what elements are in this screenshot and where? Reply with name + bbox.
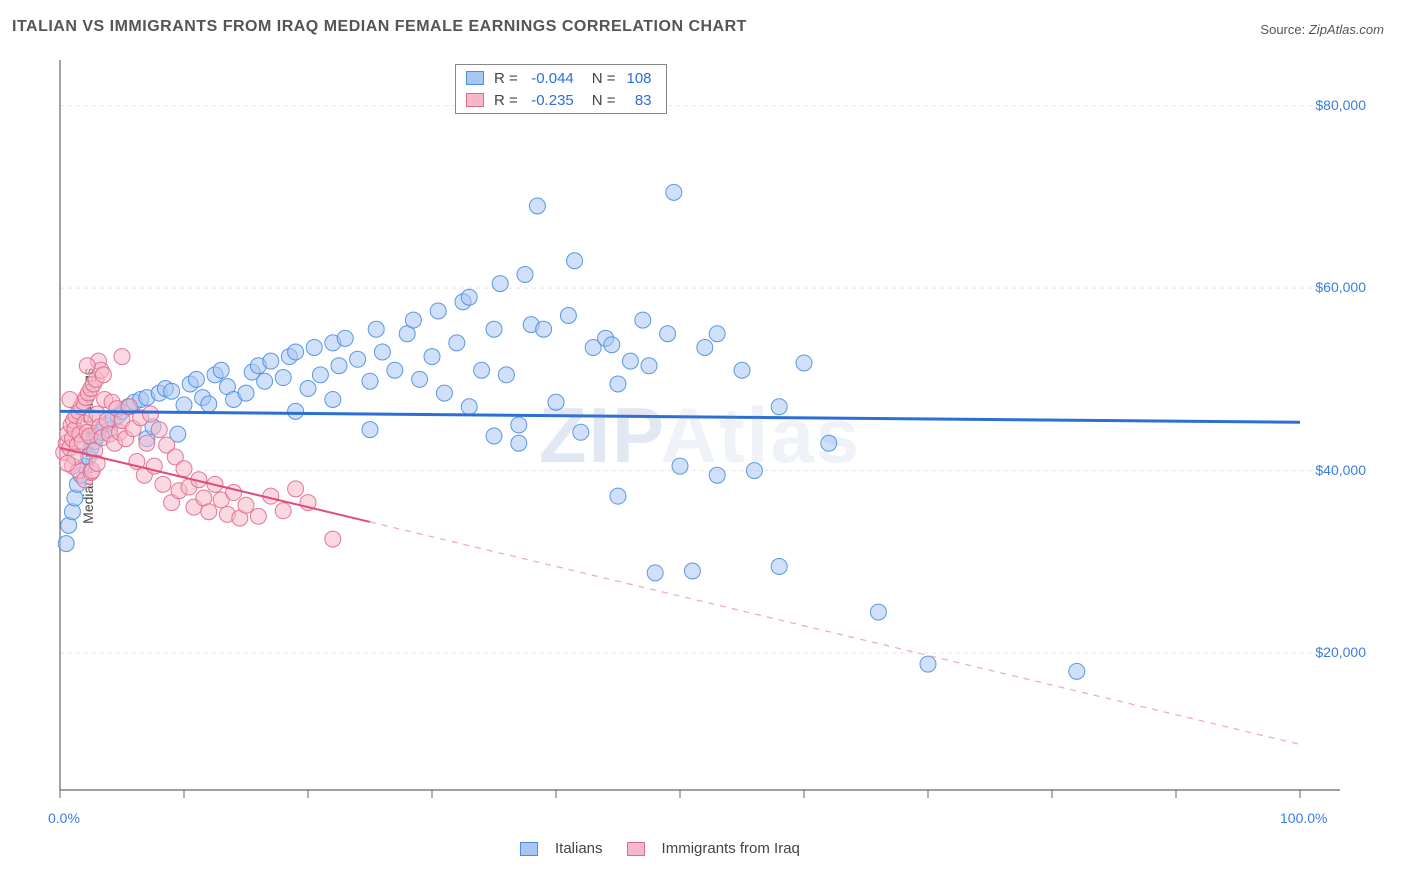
chart-container: ITALIAN VS IMMIGRANTS FROM IRAQ MEDIAN F… <box>0 0 1406 892</box>
stats-n-value-0: 108 <box>616 70 656 87</box>
source-citation: Source: ZipAtlas.com <box>1260 22 1384 37</box>
stats-box: R = -0.044 N = 108 R = -0.235 N = 83 <box>455 64 667 114</box>
legend-label-iraq: Immigrants from Iraq <box>662 840 800 857</box>
legend-item-iraq: Immigrants from Iraq <box>627 840 800 857</box>
ytick-20000: $20,000 <box>1315 644 1366 660</box>
stats-r-label-0: R = <box>494 70 518 87</box>
stats-row-iraq: R = -0.235 N = 83 <box>456 89 666 111</box>
source-value: ZipAtlas.com <box>1309 22 1384 37</box>
stats-r-value-0: -0.044 <box>518 70 578 87</box>
stats-r-label-1: R = <box>494 92 518 109</box>
source-label: Source: <box>1260 22 1305 37</box>
chart-title: ITALIAN VS IMMIGRANTS FROM IRAQ MEDIAN F… <box>12 18 747 36</box>
stats-n-value-1: 83 <box>616 92 656 109</box>
legend-label-italians: Italians <box>555 840 603 857</box>
stats-n-label-1: N = <box>592 92 616 109</box>
legend-swatch-italians <box>520 842 538 856</box>
plot-area: ZIPAtlas <box>50 60 1350 820</box>
legend-item-italians: Italians <box>520 840 603 857</box>
ytick-60000: $60,000 <box>1315 279 1366 295</box>
stats-r-value-1: -0.235 <box>518 92 578 109</box>
legend-swatch-iraq <box>627 842 645 856</box>
stats-n-label-0: N = <box>592 70 616 87</box>
xtick-end: 100.0% <box>1280 810 1327 826</box>
swatch-iraq <box>466 93 484 107</box>
legend: Italians Immigrants from Iraq <box>520 840 800 857</box>
chart-svg <box>50 60 1350 820</box>
swatch-italians <box>466 71 484 85</box>
xtick-start: 0.0% <box>48 810 80 826</box>
ytick-40000: $40,000 <box>1315 462 1366 478</box>
ytick-80000: $80,000 <box>1315 97 1366 113</box>
stats-row-italians: R = -0.044 N = 108 <box>456 67 666 89</box>
